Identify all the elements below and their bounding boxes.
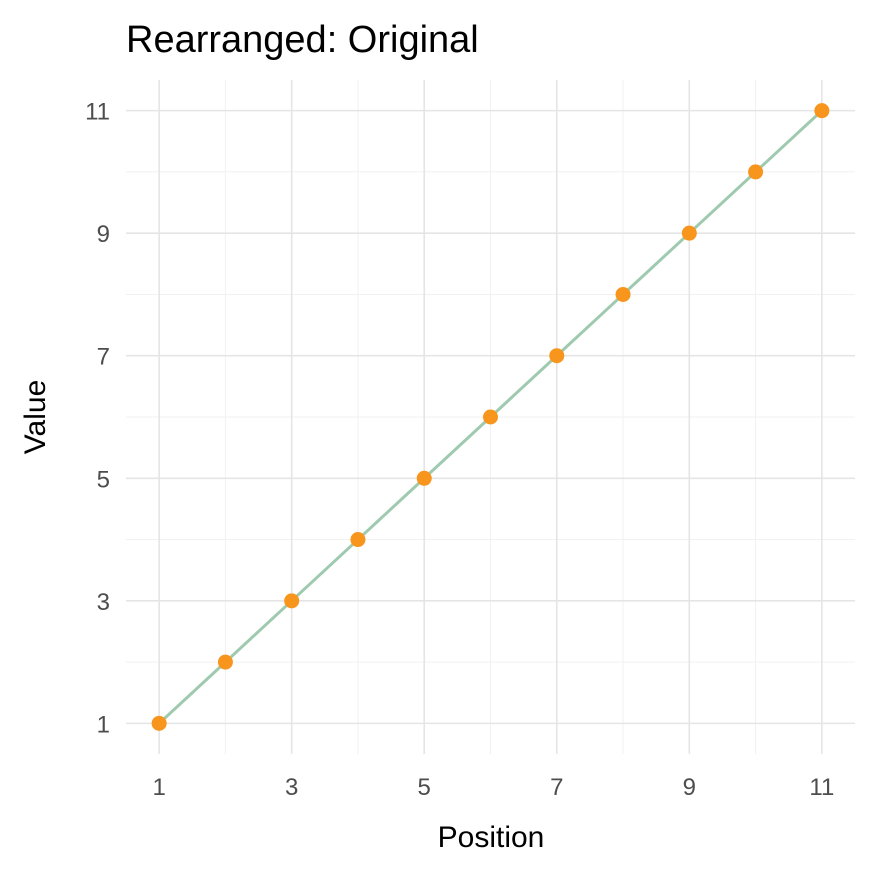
data-point	[350, 532, 366, 548]
chart-title: Rearranged: Original	[126, 19, 479, 61]
x-tick-label: 11	[809, 774, 834, 801]
data-point	[217, 654, 233, 670]
data-point	[681, 225, 697, 241]
y-tick-label: 1	[97, 711, 110, 738]
x-axis-ticks: 1 3 5 7 9 11	[152, 774, 834, 801]
x-tick-label: 5	[418, 774, 431, 801]
data-point	[416, 470, 432, 486]
y-axis-title: Value	[19, 380, 52, 455]
y-tick-label: 7	[97, 344, 110, 371]
x-tick-label: 1	[152, 774, 165, 801]
x-tick-label: 9	[683, 774, 696, 801]
y-tick-label: 3	[97, 589, 110, 616]
y-tick-label: 11	[85, 99, 110, 126]
data-point	[748, 164, 764, 180]
x-tick-label: 7	[550, 774, 563, 801]
data-point	[615, 286, 631, 302]
data-point	[151, 715, 167, 731]
x-tick-label: 3	[285, 774, 298, 801]
data-points	[151, 103, 830, 731]
y-tick-label: 9	[97, 221, 110, 248]
data-point	[284, 593, 300, 609]
grid	[126, 80, 855, 754]
data-point	[549, 348, 565, 364]
data-point	[483, 409, 498, 425]
y-axis-ticks: 1 3 5 7 9 11	[85, 99, 110, 739]
y-tick-label: 5	[97, 466, 110, 493]
data-point	[814, 103, 830, 119]
x-axis-title: Position	[438, 821, 545, 854]
